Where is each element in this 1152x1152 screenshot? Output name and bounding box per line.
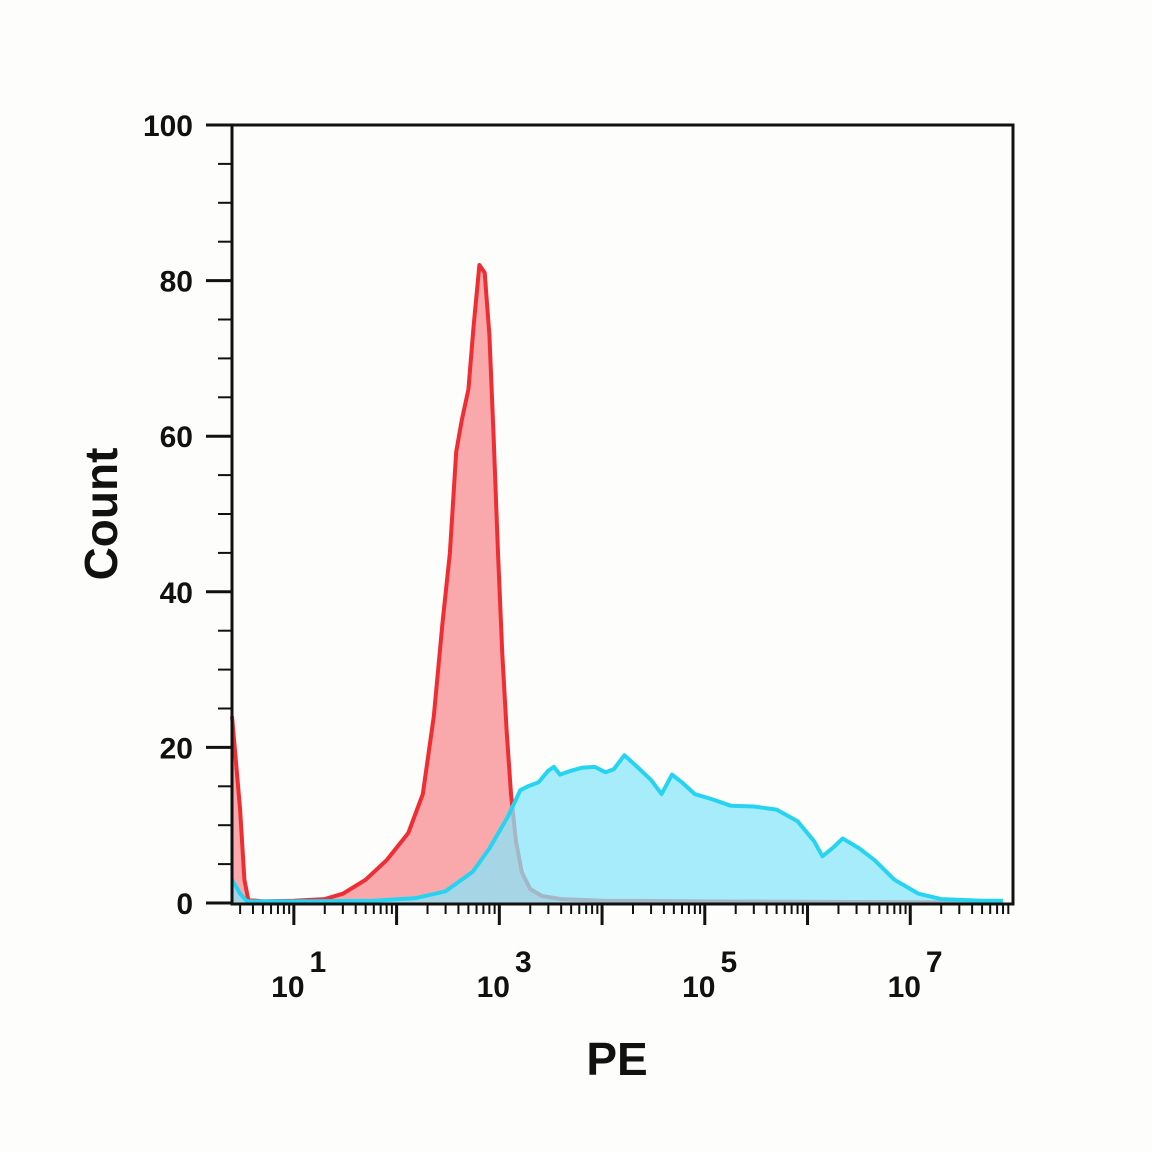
x-tick-exponent-label: 3 (515, 946, 532, 979)
y-tick-label: 0 (176, 888, 193, 921)
series-2-line (230, 753, 1003, 904)
x-axis-title: PE (586, 1033, 647, 1085)
x-tick-base-label: 10 (477, 971, 510, 1004)
y-tick-label: 20 (160, 732, 193, 765)
x-tick-exponent-label: 1 (310, 946, 327, 979)
x-tick-base-label: 10 (682, 971, 715, 1004)
x-tick-base-label: 10 (271, 971, 304, 1004)
y-axis: 0 20 40 60 80 100 (143, 110, 232, 921)
y-tick-label: 60 (160, 421, 193, 454)
series-layer (230, 263, 1003, 905)
y-tick-label: 80 (160, 266, 193, 299)
series-2-area (232, 755, 1003, 903)
y-tick-label: 100 (143, 110, 193, 143)
y-axis-title: Count (75, 448, 127, 581)
y-tick-label: 40 (160, 577, 193, 610)
x-tick-exponent-label: 7 (926, 946, 943, 979)
x-tick-exponent-label: 5 (720, 946, 737, 979)
x-tick-base-label: 10 (888, 971, 921, 1004)
